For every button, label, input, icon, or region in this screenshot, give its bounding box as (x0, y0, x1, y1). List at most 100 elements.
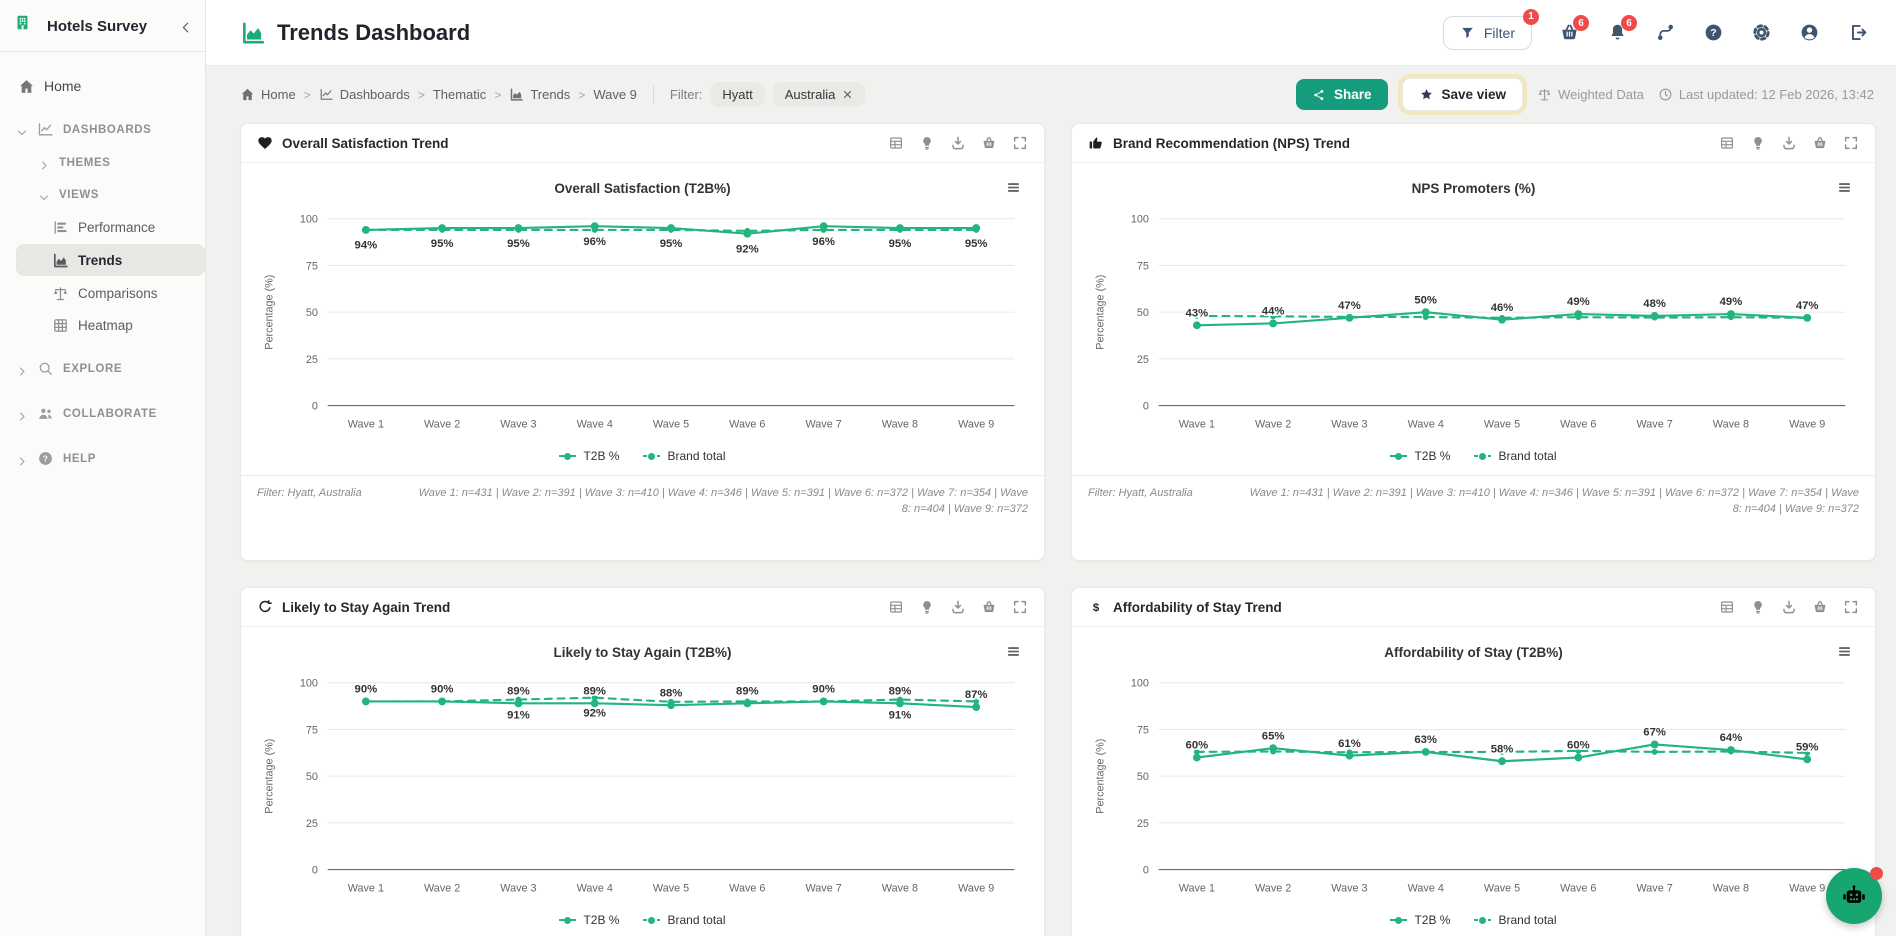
svg-text:25: 25 (1137, 818, 1149, 830)
svg-text:87%: 87% (965, 689, 988, 701)
svg-text:75: 75 (306, 260, 318, 272)
sidebar-item-themes[interactable]: THEMES (0, 147, 205, 179)
topbar-actions: Filter 1 6 6 ? (1442, 8, 1868, 50)
legend-t2b[interactable]: T2B % (1390, 449, 1450, 463)
chip-remove-icon[interactable] (842, 89, 853, 100)
card-basket-icon[interactable] (981, 135, 997, 151)
svg-text:25: 25 (1137, 354, 1149, 366)
sidebar-item-views[interactable]: VIEWS (0, 179, 205, 211)
card-table-icon[interactable] (888, 135, 904, 151)
svg-text:Wave 2: Wave 2 (1255, 418, 1291, 430)
sidebar-item-collaborate[interactable]: COLLABORATE (0, 396, 205, 431)
breadcrumb-item-trends[interactable]: Trends (509, 87, 570, 102)
svg-text:Wave 6: Wave 6 (1560, 418, 1596, 430)
basket-button[interactable]: 6 (1559, 15, 1589, 43)
chevron-down-icon (38, 189, 50, 201)
card-download-icon[interactable] (950, 599, 966, 615)
sidebar-item-dashboards[interactable]: DASHBOARDS (0, 112, 205, 147)
card-likely-to-stay-again-trend: Likely to Stay Again Trend Likely to Stay… (240, 587, 1045, 936)
share-button[interactable]: Share (1295, 79, 1388, 110)
chatbot-button[interactable] (1826, 867, 1883, 924)
card-table-icon[interactable] (1719, 135, 1735, 151)
trend-chart: 100 75 50 25 0 Percentage (%) Wave 1 Wave 2 Wave… (1095, 678, 1846, 894)
breadcrumb-item-dashboards[interactable]: Dashboards (319, 87, 410, 102)
sidebar-item-heatmap[interactable]: Heatmap (0, 309, 205, 341)
breadcrumb-item-home[interactable]: Home (240, 87, 296, 102)
card-expand-icon[interactable] (1012, 599, 1028, 615)
sidebar-item-performance[interactable]: Performance (0, 211, 205, 243)
svg-text:Wave 5: Wave 5 (653, 882, 689, 894)
card-expand-icon[interactable] (1843, 599, 1859, 615)
svg-text:90%: 90% (812, 684, 835, 696)
legend-t2b[interactable]: T2B % (559, 913, 619, 927)
card-basket-icon[interactable] (981, 599, 997, 615)
card-download-icon[interactable] (950, 135, 966, 151)
card-table-icon[interactable] (1719, 599, 1735, 615)
card-download-icon[interactable] (1781, 135, 1797, 151)
svg-text:Wave 5: Wave 5 (1484, 418, 1520, 430)
legend-brand-total[interactable]: Brand total (1474, 913, 1557, 927)
notifications-badge: 6 (1621, 15, 1637, 31)
sidebar-collapse-icon[interactable] (179, 19, 193, 33)
card-basket-icon[interactable] (1812, 135, 1828, 151)
card-header: $ Affordability of Stay Trend (1072, 588, 1875, 627)
sidebar-item-label: EXPLORE (63, 362, 123, 375)
legend-brand-total[interactable]: Brand total (643, 913, 726, 927)
legend-brand-total[interactable]: Brand total (1474, 449, 1557, 463)
chart-title: NPS Promoters (%) (1411, 181, 1536, 196)
sidebar-item-comparisons[interactable]: Comparisons (0, 277, 205, 309)
card-bulb-icon[interactable] (1750, 599, 1766, 615)
svg-text:44%: 44% (1262, 306, 1285, 318)
svg-text:0: 0 (312, 865, 318, 877)
legend-brand-total[interactable]: Brand total (643, 449, 726, 463)
breadcrumb-item-thematic[interactable]: Thematic (432, 87, 487, 102)
card-table-icon[interactable] (888, 599, 904, 615)
filter-button[interactable]: Filter 1 (1442, 8, 1539, 50)
filter-chip-hyatt[interactable]: Hyatt (710, 82, 765, 107)
svg-text:60%: 60% (1186, 740, 1209, 752)
svg-text:Wave 7: Wave 7 (1636, 882, 1672, 894)
chart-menu-icon[interactable] (1005, 643, 1022, 660)
legend-t2b[interactable]: T2B % (1390, 913, 1450, 927)
card-bulb-icon[interactable] (919, 599, 935, 615)
card-basket-icon[interactable] (1812, 599, 1828, 615)
logout-button[interactable] (1847, 22, 1868, 43)
breadcrumb-separator: > (494, 87, 502, 102)
card-expand-icon[interactable] (1012, 135, 1028, 151)
card-toolbar (888, 135, 1028, 151)
svg-text:67%: 67% (1643, 727, 1666, 739)
chart-menu-icon[interactable] (1836, 179, 1853, 196)
sidebar-item-help[interactable]: ? HELP (0, 441, 205, 476)
card-expand-icon[interactable] (1843, 135, 1859, 151)
account-button[interactable] (1799, 22, 1820, 43)
card-bulb-icon[interactable] (1750, 135, 1766, 151)
svg-text:91%: 91% (507, 709, 530, 721)
route-button[interactable] (1655, 22, 1676, 43)
sidebar-item-explore[interactable]: EXPLORE (0, 351, 205, 386)
sidebar-item-trends[interactable]: Trends (16, 244, 205, 276)
chart-menu-icon[interactable] (1005, 179, 1022, 196)
card-bulb-icon[interactable] (919, 135, 935, 151)
explore-icon (37, 360, 54, 377)
svg-text:96%: 96% (583, 236, 606, 248)
svg-text:46%: 46% (1491, 302, 1514, 314)
chart-menu-icon[interactable] (1836, 643, 1853, 660)
card-download-icon[interactable] (1781, 599, 1797, 615)
filter-label: Filter: (669, 87, 703, 102)
svg-text:Wave 3: Wave 3 (500, 418, 536, 430)
share-icon (1312, 88, 1326, 102)
notifications-button[interactable]: 6 (1607, 15, 1637, 43)
breadcrumb-row: Home > Dashboards > Thematic > Trends > Wave 9 Fi… (206, 66, 1896, 121)
sidebar-item-home[interactable]: Home (0, 70, 205, 102)
legend-t2b[interactable]: T2B % (559, 449, 619, 463)
legend-marker (1390, 916, 1408, 924)
save-view-button[interactable]: Save view (1401, 78, 1524, 111)
svg-text:89%: 89% (736, 685, 759, 697)
settings-button[interactable] (1751, 22, 1772, 43)
filter-chip-australia[interactable]: Australia (772, 82, 866, 107)
help-icon: ? (1703, 22, 1724, 43)
help-button[interactable]: ? (1703, 22, 1724, 43)
breadcrumb-item-wave-9[interactable]: Wave 9 (593, 87, 637, 102)
sidebar-item-label: DASHBOARDS (63, 123, 152, 136)
